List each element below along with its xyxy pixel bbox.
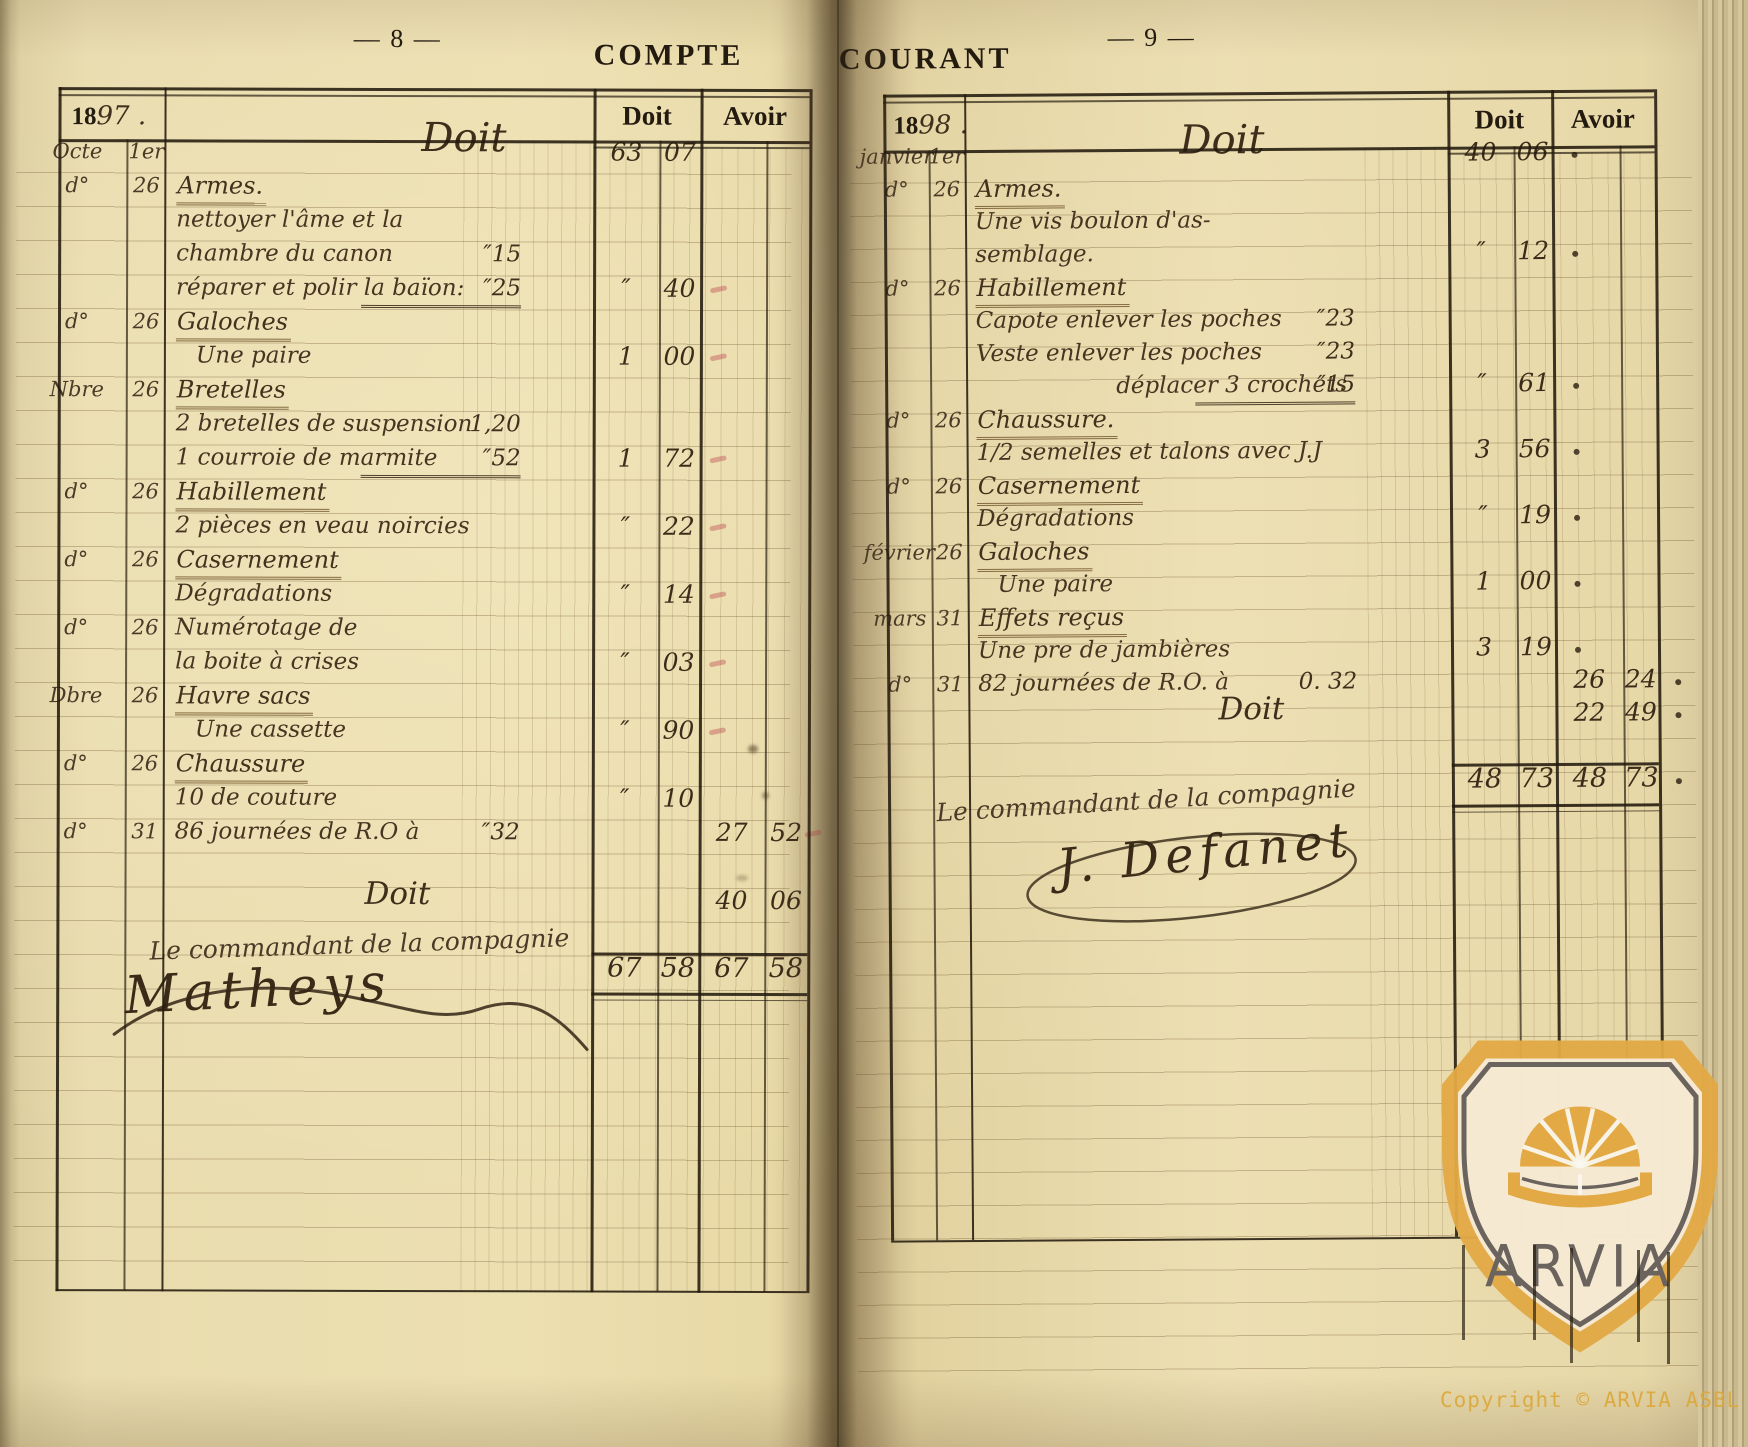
underpage-line [1533, 1245, 1536, 1340]
copyright-text: Copyright © ARVIA ASBL [1440, 1388, 1741, 1412]
shield-inner [1458, 1058, 1702, 1332]
page-number: — 9 — [1107, 22, 1196, 53]
doit-column-header: Doit [1474, 104, 1525, 135]
year-handwritten: 98 [918, 110, 952, 141]
book-gutter [780, 0, 900, 1447]
stain [748, 745, 758, 753]
signature-flourish [1026, 832, 1357, 923]
stain [736, 875, 748, 881]
year-label: 1898 . [893, 110, 968, 141]
avoir-column-header: Avoir [1570, 103, 1635, 134]
logo-text: ARVIA [1485, 1233, 1675, 1301]
underpage-line [1462, 1245, 1465, 1340]
underpage-line [1570, 1248, 1573, 1363]
underpage-line [1667, 1252, 1670, 1364]
arvia-logo: ARVIA [1442, 1040, 1718, 1353]
shield-line [1461, 1062, 1699, 1328]
gutter-crease [837, 0, 839, 1447]
signature-flourish [112, 986, 589, 1051]
book-icon [1508, 1106, 1652, 1208]
left-edge-shadow [0, 0, 20, 1447]
table-rule [883, 96, 1655, 104]
underpage-line [1637, 1250, 1640, 1342]
stain [762, 792, 769, 799]
